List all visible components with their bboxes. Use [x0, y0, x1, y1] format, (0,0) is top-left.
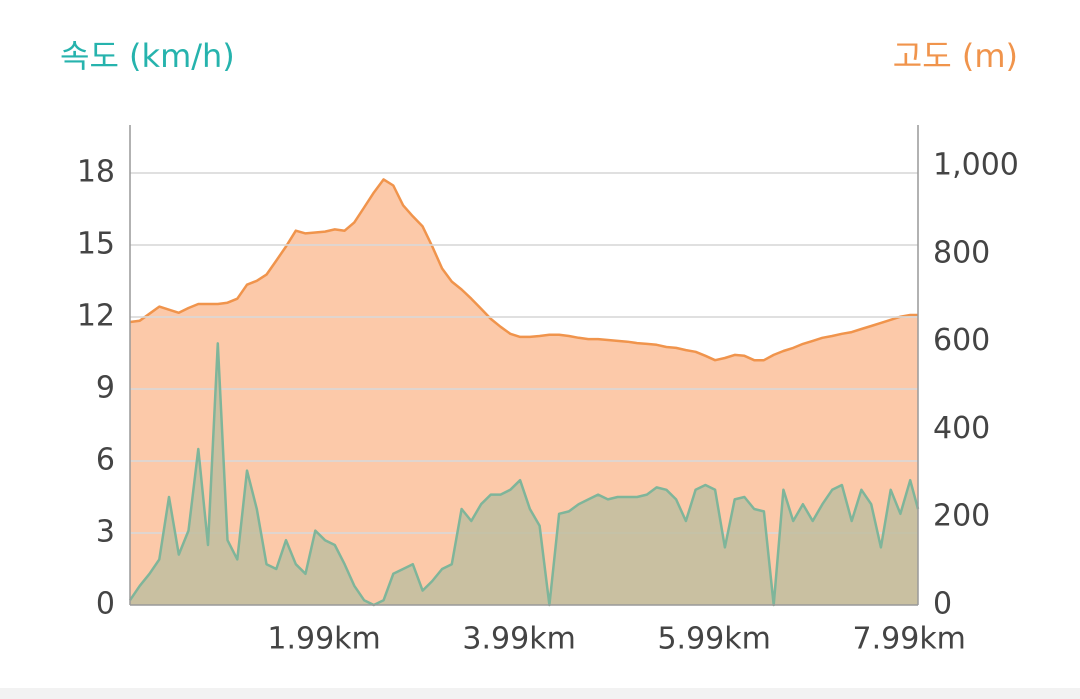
y2-axis-title: 고도 (m) [893, 37, 1018, 75]
area-line [128, 342, 920, 607]
area-fill [130, 343, 918, 605]
y-tick-label: 18 [77, 155, 115, 190]
y-tick-label: 12 [77, 299, 115, 334]
y2-tick-label: 800 [933, 235, 990, 270]
y-axis-title: 속도 (km/h) [60, 37, 235, 75]
area-line [129, 178, 918, 362]
y2-tick-label: 600 [933, 323, 990, 358]
x-tick-label: 1.99km [267, 622, 380, 657]
y-tick-label: 0 [96, 587, 115, 622]
y-tick-label: 3 [96, 515, 115, 550]
x-tick-label: 7.99km [853, 622, 966, 657]
y2-tick-label: 1,000 [933, 148, 1019, 183]
x-tick-label: 3.99km [462, 622, 575, 657]
bottom-bar [0, 688, 1080, 699]
y2-tick-label: 200 [933, 499, 990, 534]
area-fill [130, 179, 918, 605]
y-tick-label: 15 [77, 227, 115, 262]
y2-tick-label: 0 [933, 587, 952, 622]
y-tick-label: 9 [96, 371, 115, 406]
x-tick-label: 5.99km [657, 622, 770, 657]
y2-tick-label: 400 [933, 411, 990, 446]
y-tick-label: 6 [96, 443, 115, 478]
